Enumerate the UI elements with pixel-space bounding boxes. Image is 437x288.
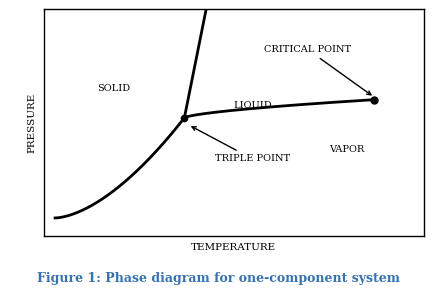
X-axis label: TEMPERATURE: TEMPERATURE <box>191 243 276 252</box>
Text: TRIPLE POINT: TRIPLE POINT <box>192 127 290 163</box>
Text: LIQUID: LIQUID <box>234 100 272 109</box>
Text: Figure 1: Phase diagram for one-component system: Figure 1: Phase diagram for one-componen… <box>37 272 400 285</box>
Text: CRITICAL POINT: CRITICAL POINT <box>264 45 371 95</box>
Text: VAPOR: VAPOR <box>329 145 364 154</box>
Text: SOLID: SOLID <box>97 84 130 93</box>
Y-axis label: PRESSURE: PRESSURE <box>28 92 37 153</box>
